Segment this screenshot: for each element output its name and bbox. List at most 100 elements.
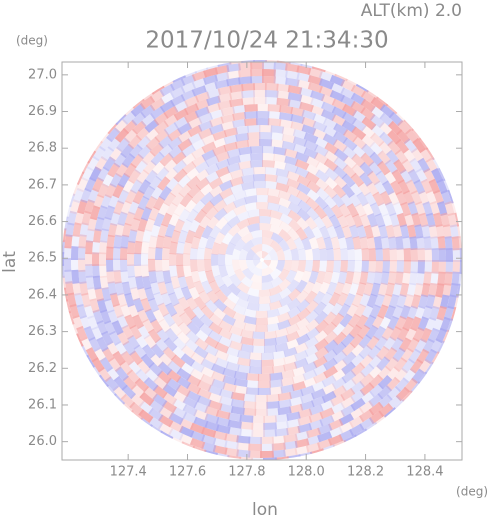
echo-cell [260, 443, 274, 452]
echo-cell [249, 352, 262, 360]
echo-cell [340, 387, 356, 401]
echo-cell [269, 268, 282, 280]
echo-cell [333, 131, 348, 144]
echo-cell [420, 178, 433, 194]
echo-cell [385, 356, 399, 372]
echo-cell [162, 235, 172, 249]
echo-cell [74, 292, 84, 308]
echo-cell [381, 293, 393, 309]
echo-cell [104, 205, 116, 221]
echo-cell [198, 120, 213, 132]
echo-cell [323, 195, 338, 210]
x-tick-label: 127.6 [169, 465, 206, 480]
echo-cell [148, 362, 163, 377]
echo-cell [128, 144, 143, 159]
echo-cell [354, 428, 368, 438]
echo-cell [294, 350, 309, 362]
echo-cell [84, 177, 97, 193]
echo-cell [447, 294, 457, 310]
echo-cell [266, 393, 280, 402]
echo-cell [360, 107, 376, 121]
echo-cell [238, 146, 252, 156]
echo-cell [173, 100, 189, 113]
echo-cell [191, 235, 201, 250]
echo-cell [311, 260, 320, 273]
echo-cell [229, 332, 243, 344]
echo-cell [231, 259, 241, 272]
echo-cell [394, 271, 404, 286]
echo-cell [347, 248, 356, 261]
echo-cell [180, 361, 195, 375]
echo-cell [392, 305, 404, 320]
echo-cell [198, 290, 211, 305]
echo-cell [306, 188, 321, 202]
echo-cell [154, 258, 163, 272]
echo-cell [250, 152, 264, 161]
echo-cell [172, 406, 188, 419]
echo-cell [212, 144, 227, 157]
echo-cell [269, 379, 283, 388]
echo-cell [410, 190, 423, 206]
echo-cell [109, 292, 120, 308]
echo-cell [367, 170, 381, 186]
echo-cell [321, 383, 337, 396]
echo-cell [264, 337, 277, 346]
echo-cell [100, 228, 109, 243]
echo-cell [333, 247, 342, 261]
echo-cell [200, 358, 216, 371]
echo-cell [204, 405, 220, 417]
echo-cell [361, 143, 376, 158]
x-tick-label: 128.0 [288, 465, 325, 480]
echo-cell [267, 202, 281, 212]
echo-cell [328, 426, 344, 439]
echo-cell [266, 401, 280, 409]
echo-cell [144, 368, 160, 383]
echo-cell [220, 120, 235, 131]
echo-cell [305, 171, 320, 184]
echo-cell [358, 344, 373, 360]
echo-cell [342, 145, 357, 160]
echo-cell [274, 342, 289, 352]
echo-cell [247, 209, 260, 218]
echo-cell [80, 344, 90, 358]
echo-cell [297, 423, 313, 434]
echo-cell [257, 380, 271, 388]
echo-cell [83, 326, 96, 342]
echo-cell [79, 222, 89, 237]
echo-cell [369, 304, 382, 319]
echo-cell [363, 224, 374, 239]
echo-cell [391, 169, 405, 185]
echo-cell [167, 136, 183, 150]
echo-cell [123, 162, 137, 178]
echo-cell [163, 122, 179, 136]
echo-cell [413, 283, 424, 298]
echo-cell [256, 117, 270, 126]
echo-cell [272, 350, 286, 360]
echo-cell [149, 142, 164, 157]
echo-cell [350, 172, 365, 188]
echo-cell [375, 248, 384, 262]
echo-cell [66, 204, 72, 219]
echo-cell [454, 212, 460, 227]
echo-cell [354, 260, 362, 273]
echo-cell [219, 179, 234, 192]
echo-cell [71, 234, 80, 249]
echo-cell [456, 283, 461, 298]
echo-cell [288, 219, 302, 233]
echo-cell [212, 430, 228, 441]
echo-cell [137, 324, 151, 340]
echo-cell [205, 163, 220, 176]
echo-cell [85, 347, 99, 363]
echo-cell [267, 195, 281, 205]
echo-cell [431, 260, 440, 274]
echo-cell [248, 443, 262, 451]
echo-cell [159, 91, 175, 105]
echo-cell [150, 151, 165, 166]
echo-cell [187, 184, 201, 199]
echo-cell [122, 178, 135, 194]
echo-cell [235, 132, 250, 142]
echo-cell [297, 415, 313, 426]
echo-cell [120, 234, 130, 249]
echo-cell [293, 237, 305, 251]
echo-cell [162, 312, 176, 327]
